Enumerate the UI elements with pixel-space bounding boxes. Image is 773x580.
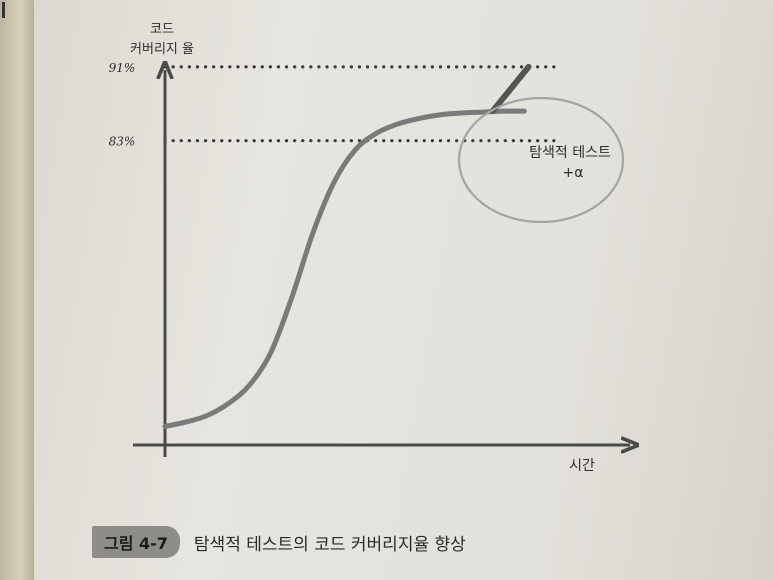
x-axis-label: 시간 [569, 458, 595, 474]
y-axis-label-line: 코드 [150, 22, 174, 37]
figure-caption: 그림 4-7 탐색적 테스트의 코드 커버리지율 향상 [92, 526, 466, 558]
y-axis-label-line: 커버리지 율 [130, 42, 194, 57]
exploratory-test-segment [489, 63, 532, 115]
book-page [34, 0, 773, 580]
previous-page-mark [2, 2, 5, 18]
annotation-text-line: 탐색적 테스트 [529, 145, 611, 161]
figure-caption-text: 탐색적 테스트의 코드 커버리지율 향상 [193, 534, 466, 555]
annotation-text-line: +α [563, 165, 584, 181]
reference-label: 83% [109, 135, 136, 149]
previous-page-edge [0, 0, 34, 580]
coverage-curve [162, 108, 527, 430]
highlight-ellipse [457, 96, 625, 224]
figure-number-badge: 그림 4-7 [92, 526, 180, 558]
reference-label: 91% [109, 61, 136, 75]
